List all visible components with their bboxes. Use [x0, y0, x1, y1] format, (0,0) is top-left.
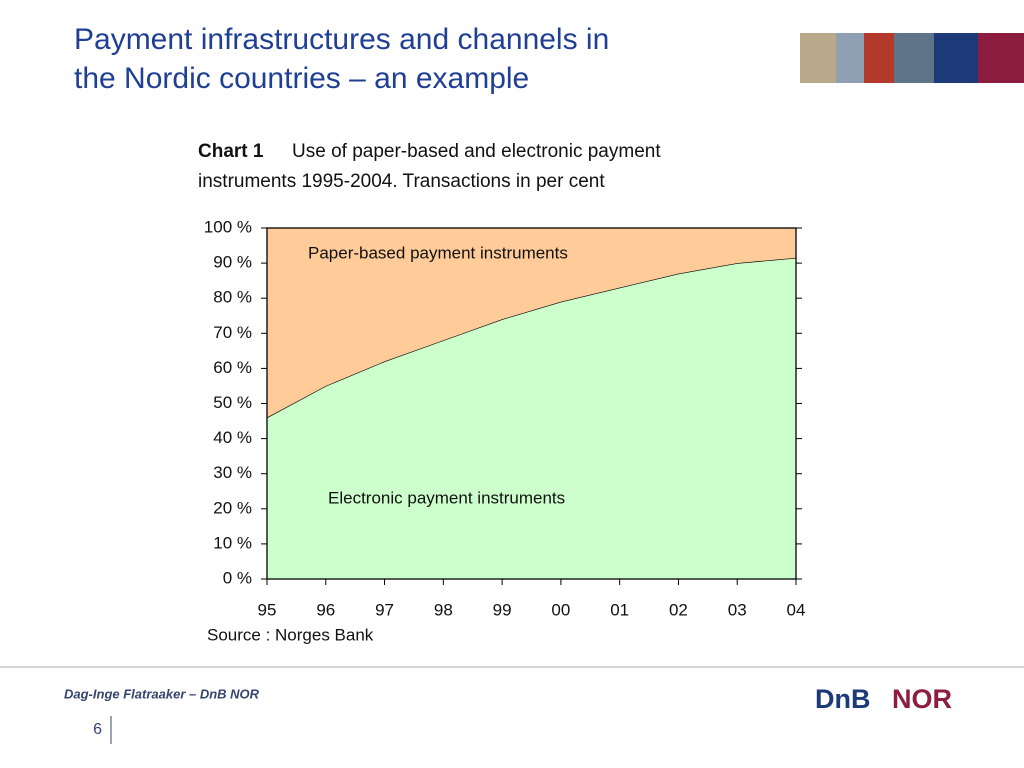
photo	[864, 33, 894, 83]
area-label: Paper-based payment instruments	[308, 243, 568, 262]
header-images	[800, 33, 1024, 83]
y-tick-label: 80 %	[213, 288, 252, 307]
chart-label: Chart 1	[198, 141, 264, 162]
chart-source: Source : Norges Bank	[207, 625, 374, 644]
y-tick-label: 40 %	[213, 428, 252, 447]
y-tick-label: 30 %	[213, 463, 252, 482]
maroon-block	[978, 33, 1024, 83]
x-tick-label: 03	[728, 600, 747, 619]
blue-block	[934, 33, 978, 83]
x-tick-label: 02	[669, 600, 688, 619]
y-tick-label: 0 %	[223, 568, 252, 587]
photo	[800, 33, 836, 83]
area-label: Electronic payment instruments	[328, 488, 565, 507]
chart-title: Use of paper-based and electronic paymen…	[292, 141, 661, 162]
page-number: 6	[93, 721, 102, 738]
x-tick-label: 99	[493, 600, 512, 619]
logo-nor: NOR	[892, 684, 952, 714]
plot: Electronic payment instruments Paper-base…	[204, 217, 806, 619]
slide-title: the Nordic countries – an example	[74, 62, 529, 95]
footer-text: Dag-Inge Flatraaker – DnB NOR	[64, 686, 260, 701]
area	[267, 257, 796, 579]
x-tick-label: 97	[375, 600, 394, 619]
y-tick-label: 100 %	[204, 217, 252, 236]
x-tick-label: 95	[258, 600, 277, 619]
y-tick-label: 60 %	[213, 358, 252, 377]
y-tick-label: 10 %	[213, 533, 252, 552]
photo	[836, 33, 864, 83]
y-tick-label: 50 %	[213, 393, 252, 412]
x-tick-label: 00	[551, 600, 570, 619]
photo	[894, 33, 934, 83]
chart-title: instruments 1995-2004. Transactions in p…	[198, 171, 605, 192]
area	[267, 228, 796, 418]
logo-dnb: DnB	[815, 684, 871, 714]
slide-title: Payment infrastructures and channels in	[74, 23, 609, 56]
x-tick-label: 01	[610, 600, 629, 619]
x-tick-label: 04	[787, 600, 806, 619]
y-tick-label: 90 %	[213, 253, 252, 272]
x-tick-label: 96	[316, 600, 335, 619]
y-tick-label: 70 %	[213, 323, 252, 342]
x-tick-label: 98	[434, 600, 453, 619]
y-tick-label: 20 %	[213, 498, 252, 517]
